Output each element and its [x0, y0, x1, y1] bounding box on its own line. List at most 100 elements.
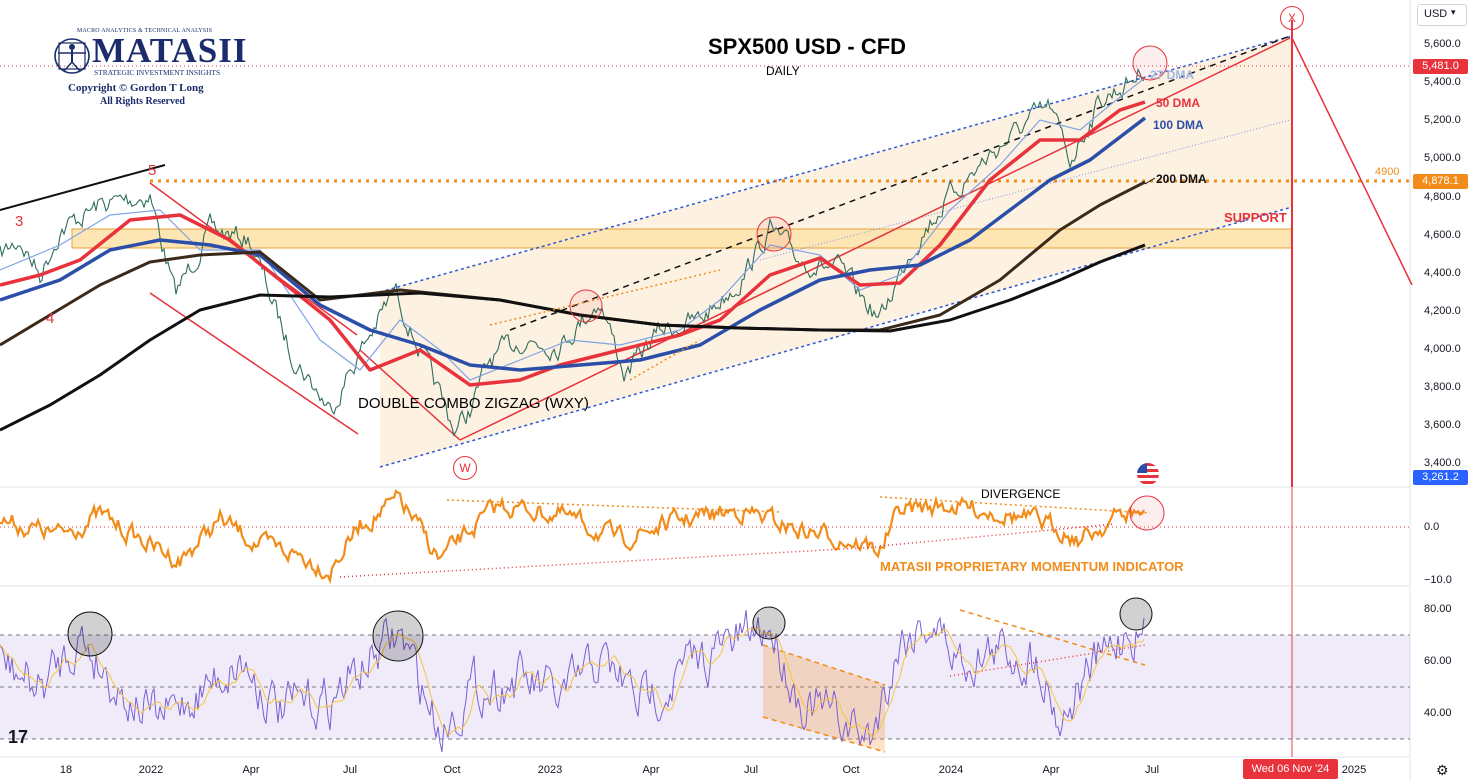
- time-label: Jul: [342, 764, 358, 776]
- price-tick: 4,600.0: [1424, 229, 1461, 241]
- price-tick: 3,400.0: [1424, 457, 1461, 469]
- price-dotted-trend: [629, 339, 701, 381]
- highlight-circle: [569, 289, 603, 323]
- settings-gear-icon[interactable]: ⚙: [1436, 762, 1449, 778]
- time-label: Apr: [1042, 764, 1060, 776]
- dma-200-pointer: [1144, 177, 1156, 185]
- rsi-highlight-circle: [752, 606, 786, 640]
- momentum-indicator-title: MATASII PROPRIETARY MOMENTUM INDICATOR: [880, 559, 1184, 574]
- time-label: 2023: [537, 764, 563, 776]
- logo-name: MATASII: [92, 31, 248, 70]
- currency-select-button[interactable]: USD ▾: [1417, 4, 1467, 26]
- wave-trendline: [0, 164, 166, 211]
- momentum-dotted-trend: [879, 496, 1151, 514]
- rsi-highlight-circle: [372, 610, 424, 662]
- support-label: SUPPORT: [1224, 210, 1287, 225]
- dma-27-label: 27 DMA: [1150, 68, 1195, 82]
- price-tick: 5,600.0: [1424, 38, 1461, 50]
- currency-label: USD: [1424, 8, 1448, 20]
- time-label: Oct: [443, 764, 461, 776]
- momentum-tick: −10.0: [1424, 574, 1452, 586]
- time-label: Oct: [842, 764, 860, 776]
- last-price-tag: 5,481.0: [1413, 59, 1468, 74]
- logo-tagline-bottom: STRATEGIC INVESTMENT INSIGHTS: [94, 68, 221, 77]
- price-tick: 4,000.0: [1424, 343, 1461, 355]
- low-price-tag: 3,261.2: [1413, 470, 1468, 485]
- support-zone: [71, 228, 1293, 249]
- wedge-line: [149, 292, 359, 435]
- wave-3-label: 3: [15, 213, 24, 230]
- dma-50-line: [0, 100, 1146, 387]
- long-term-ma-line: [0, 243, 1146, 432]
- price-tick: 4,800.0: [1424, 191, 1461, 203]
- momentum-divergence-line: [879, 523, 1116, 547]
- wedge-line: [359, 349, 461, 441]
- time-label: Jul: [743, 764, 759, 776]
- time-label: 18: [59, 764, 73, 776]
- dma-100-label: 100 DMA: [1153, 118, 1204, 132]
- wave-w-label: W: [453, 456, 477, 480]
- dma-200-label: 200 DMA: [1156, 172, 1207, 186]
- wave-5-label: 5: [148, 162, 157, 179]
- rsi-tick: 40.00: [1424, 707, 1452, 719]
- level-4900-label: 4900: [1375, 166, 1400, 178]
- rsi-highlight-circle: [67, 611, 113, 657]
- matasii-logo: MACRO ANALYTICS & TECHNICAL ANALYSIS MAT…: [52, 28, 246, 107]
- rsi-channel-line: [762, 716, 886, 753]
- time-label: Apr: [242, 764, 260, 776]
- rsi-tick: 60.00: [1424, 655, 1452, 667]
- cursor-date-tag: Wed 06 Nov '24: [1243, 759, 1338, 779]
- momentum-tick: 0.0: [1424, 521, 1440, 533]
- rsi-signal-line: [0, 626, 1145, 737]
- us-flag-icon[interactable]: [1137, 463, 1159, 485]
- price-series-line: [0, 67, 1145, 437]
- time-label: 2022: [138, 764, 164, 776]
- channel-lower-line: [379, 206, 1293, 468]
- price-tick: 5,400.0: [1424, 76, 1461, 88]
- dma-100-line: [0, 116, 1147, 372]
- channel-fill: [380, 36, 1292, 467]
- rsi-highlight-circle: [1119, 597, 1153, 631]
- chart-title: SPX500 USD - CFD: [708, 34, 907, 59]
- wave-x-label: X: [1280, 6, 1304, 30]
- highlight-circle: [1132, 45, 1168, 81]
- wedge-line: [459, 37, 1291, 441]
- price-tick: 3,600.0: [1424, 419, 1461, 431]
- momentum-divergence-line: [339, 546, 881, 578]
- dma-27-line: [0, 77, 1146, 381]
- time-label: 2024: [938, 764, 964, 776]
- price-tick: 5,200.0: [1424, 114, 1461, 126]
- chart-timeframe: DAILY: [766, 64, 800, 78]
- divergence-label: DIVERGENCE: [981, 487, 1061, 501]
- trend-dashed-line: [509, 35, 1291, 331]
- price-tick: 5,000.0: [1424, 152, 1461, 164]
- rsi-tick: 80.00: [1424, 603, 1452, 615]
- price-tick: 4,400.0: [1424, 267, 1461, 279]
- time-label: Apr: [642, 764, 660, 776]
- channel-upper-line: [379, 35, 1293, 293]
- wave-4-label: 4: [46, 310, 55, 327]
- level-price-tag: 4,878.1: [1413, 174, 1468, 189]
- rsi-divergence-line: [949, 644, 1146, 677]
- price-tick: 3,800.0: [1424, 381, 1461, 393]
- chevron-down-icon: ▾: [1451, 7, 1456, 17]
- logo-copyright: Copyright © Gordon T Long: [68, 82, 204, 94]
- logo-rights: All Rights Reserved: [100, 96, 185, 107]
- vitruvian-emblem-icon: [54, 38, 90, 74]
- price-tick: 4,200.0: [1424, 305, 1461, 317]
- rsi-line: [0, 610, 1145, 753]
- time-label: 2025: [1341, 764, 1367, 776]
- momentum-indicator-line: [0, 489, 1145, 585]
- channel-mid-line: [759, 119, 1291, 261]
- highlight-circle: [756, 216, 792, 252]
- highlight-circle: [1129, 495, 1165, 531]
- logo-tagline-top: MACRO ANALYTICS & TECHNICAL ANALYSIS: [76, 28, 213, 34]
- dma-50-label: 50 DMA: [1156, 96, 1201, 110]
- time-label: Jul: [1144, 764, 1160, 776]
- momentum-dotted-trend: [446, 499, 781, 513]
- projection-line: [1291, 37, 1413, 286]
- pattern-label: DOUBLE COMBO ZIGZAG (WXY): [358, 395, 589, 412]
- tradingview-logo-icon[interactable]: 17: [8, 727, 29, 747]
